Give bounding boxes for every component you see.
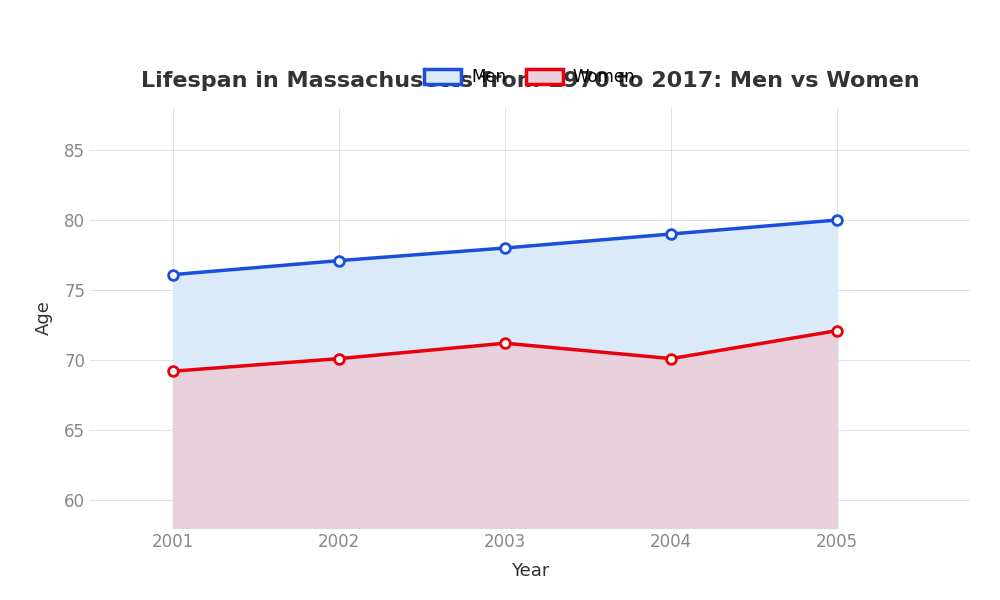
Legend: Men, Women: Men, Women: [418, 62, 642, 93]
X-axis label: Year: Year: [511, 562, 549, 580]
Title: Lifespan in Massachusetts from 1970 to 2017: Men vs Women: Lifespan in Massachusetts from 1970 to 2…: [141, 71, 919, 91]
Y-axis label: Age: Age: [35, 301, 53, 335]
